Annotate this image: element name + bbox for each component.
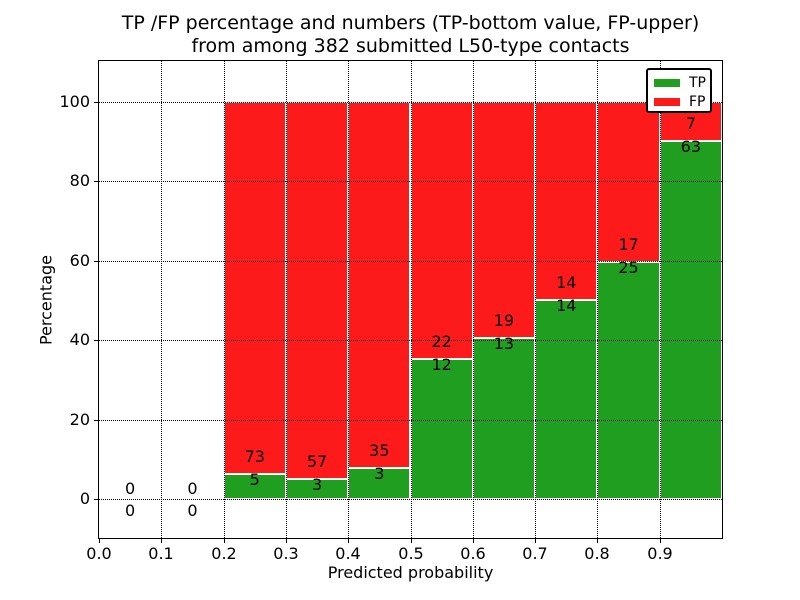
tp-count-label: 0 bbox=[187, 501, 198, 521]
vertical-gridline bbox=[286, 61, 287, 538]
x-tick-label: 0.5 bbox=[398, 544, 424, 563]
y-tick bbox=[94, 499, 98, 500]
x-tick-label: 0.9 bbox=[647, 544, 673, 563]
tp-bar-segment bbox=[659, 141, 722, 500]
tp-count-label: 0 bbox=[125, 501, 136, 521]
horizontal-gridline bbox=[99, 102, 722, 103]
x-tick-label: 0.0 bbox=[86, 544, 112, 563]
legend-label-fp: FP bbox=[689, 94, 706, 110]
vertical-gridline bbox=[660, 61, 661, 538]
tp-count-label: 13 bbox=[493, 333, 515, 353]
tp-bar-segment bbox=[597, 262, 660, 500]
horizontal-gridline bbox=[99, 340, 722, 341]
fp-bar-segment bbox=[410, 101, 473, 359]
vertical-gridline bbox=[161, 61, 162, 538]
x-axis-label: Predicted probability bbox=[327, 563, 494, 582]
vertical-gridline bbox=[411, 61, 412, 538]
x-tick-label: 0.2 bbox=[211, 544, 237, 563]
legend: TP FP bbox=[646, 68, 712, 113]
fp-bar-segment bbox=[472, 101, 536, 338]
x-tick bbox=[660, 539, 661, 543]
y-tick bbox=[94, 261, 98, 262]
fp-count-label: 19 bbox=[493, 310, 515, 330]
x-tick bbox=[411, 539, 412, 543]
y-tick-label: 80 bbox=[69, 171, 90, 190]
x-tick bbox=[535, 539, 536, 543]
horizontal-gridline bbox=[99, 499, 722, 500]
tp-bar-segment bbox=[348, 467, 411, 500]
fp-count-label: 22 bbox=[431, 331, 452, 351]
x-tick-label: 0.1 bbox=[148, 544, 174, 563]
vertical-gridline bbox=[535, 61, 536, 538]
y-tick bbox=[94, 102, 98, 103]
x-tick-label: 0.3 bbox=[273, 544, 299, 563]
vertical-gridline bbox=[473, 61, 474, 538]
vertical-gridline bbox=[348, 61, 349, 538]
y-tick-label: 100 bbox=[59, 92, 90, 111]
fp-bar-segment bbox=[285, 101, 349, 480]
x-tick bbox=[161, 539, 162, 543]
fp-count-label: 0 bbox=[125, 479, 136, 499]
fp-swatch-icon bbox=[654, 98, 680, 106]
tp-count-label: 25 bbox=[618, 258, 639, 278]
y-tick bbox=[94, 181, 98, 182]
tp-count-label: 3 bbox=[374, 463, 385, 483]
tp-bar-segment bbox=[223, 473, 286, 500]
x-tick-label: 0.6 bbox=[460, 544, 486, 563]
y-tick-label: 40 bbox=[69, 330, 90, 349]
fp-bar-segment bbox=[223, 101, 286, 474]
x-tick bbox=[224, 539, 225, 543]
vertical-gridline bbox=[597, 61, 598, 538]
x-tick bbox=[286, 539, 287, 543]
x-tick-label: 0.8 bbox=[584, 544, 610, 563]
legend-entry-fp: FP bbox=[654, 93, 710, 111]
x-tick-label: 0.7 bbox=[522, 544, 548, 563]
legend-entry-tp: TP bbox=[654, 74, 710, 92]
x-tick bbox=[348, 539, 349, 543]
tp-bar-segment bbox=[535, 300, 598, 500]
fp-count-label: 7 bbox=[685, 114, 696, 134]
horizontal-gridline bbox=[99, 181, 722, 182]
tp-count-label: 63 bbox=[680, 137, 702, 157]
plot-area: 0 0 0 0 73 5 57 3 35 3 22 12 19 13 14 14 17 25 7 63 bbox=[98, 60, 723, 539]
fp-count-label: 17 bbox=[618, 235, 639, 255]
tp-bar-segment bbox=[472, 337, 536, 500]
fp-bar-segment bbox=[348, 101, 411, 468]
horizontal-gridline bbox=[99, 261, 722, 262]
chart-title: TP /FP percentage and numbers (TP-bottom… bbox=[98, 12, 723, 58]
fp-bar-segment bbox=[535, 101, 598, 301]
chart-title-line1: TP /FP percentage and numbers (TP-bottom… bbox=[121, 12, 700, 34]
tp-swatch-icon bbox=[654, 79, 680, 87]
tp-count-label: 12 bbox=[431, 354, 452, 374]
vertical-gridline bbox=[224, 61, 225, 538]
x-tick bbox=[473, 539, 474, 543]
fp-count-label: 73 bbox=[244, 446, 265, 466]
y-tick-label: 60 bbox=[69, 251, 90, 270]
fp-count-label: 57 bbox=[306, 452, 328, 472]
tp-count-label: 3 bbox=[311, 475, 323, 495]
fp-count-label: 35 bbox=[369, 440, 390, 460]
x-tick-label: 0.4 bbox=[335, 544, 361, 563]
tp-count-label: 14 bbox=[556, 296, 577, 316]
y-tick bbox=[94, 420, 98, 421]
fp-count-label: 14 bbox=[556, 273, 577, 293]
x-tick bbox=[99, 539, 100, 543]
x-tick bbox=[597, 539, 598, 543]
chart-title-line2: from among 382 submitted L50-type contac… bbox=[191, 35, 630, 57]
y-tick-label: 0 bbox=[79, 489, 90, 508]
y-tick bbox=[94, 340, 98, 341]
y-tick-label: 20 bbox=[69, 410, 90, 429]
tp-bar-segment bbox=[410, 358, 473, 500]
fp-count-label: 0 bbox=[187, 479, 198, 499]
horizontal-gridline bbox=[99, 420, 722, 421]
tp-count-label: 5 bbox=[249, 469, 260, 489]
legend-label-tp: TP bbox=[689, 75, 706, 91]
